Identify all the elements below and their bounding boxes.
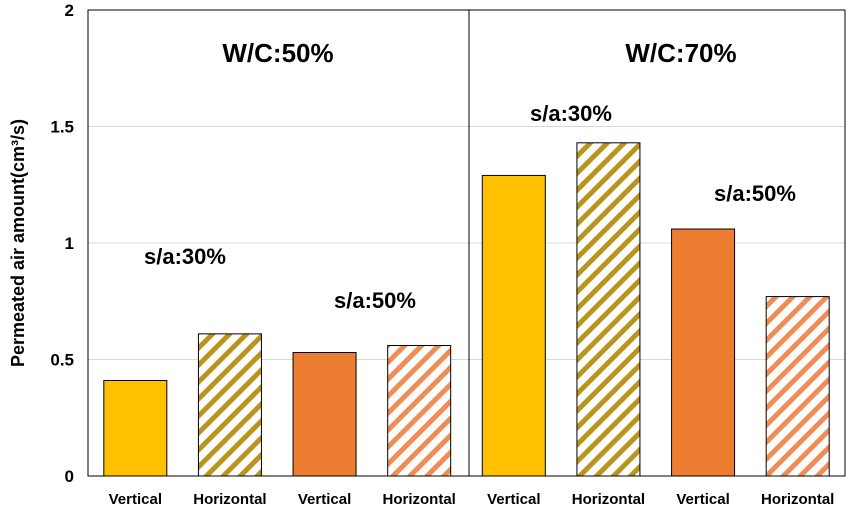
x-tick-label: Vertical — [487, 491, 540, 508]
x-tick-label: Horizontal — [383, 491, 456, 508]
x-tick-label: Vertical — [298, 491, 351, 508]
group-label: s/a:30% — [144, 244, 226, 269]
plot-frame — [87, 9, 846, 477]
plot-border — [87, 9, 846, 477]
y-tick-label: 1.5 — [50, 118, 74, 137]
x-tick-label: Horizontal — [761, 491, 834, 508]
bars — [103, 142, 830, 477]
group-label: s/a:30% — [530, 101, 612, 126]
bar — [765, 296, 830, 477]
panel-title: W/C:70% — [625, 38, 736, 68]
bar — [671, 228, 736, 477]
y-tick-label: 2 — [65, 1, 74, 20]
bar — [387, 345, 452, 477]
y-tick-label: 1 — [65, 234, 74, 253]
bar — [197, 333, 262, 477]
bar — [576, 142, 641, 477]
y-tick-label: 0 — [65, 467, 74, 486]
panel-title: W/C:50% — [222, 38, 333, 68]
x-axis-category-labels: Vertical Horizontal Vertical Horizontal Vert… — [109, 491, 835, 508]
x-tick-label: Horizontal — [572, 491, 645, 508]
x-tick-label: Horizontal — [193, 491, 266, 508]
bar — [292, 352, 357, 477]
bar — [103, 379, 168, 477]
y-axis-title: Permeated air amount(cm³/s) — [8, 119, 28, 367]
group-label: s/a:50% — [334, 288, 416, 313]
group-label: s/a:50% — [714, 181, 796, 206]
bar — [481, 174, 546, 477]
y-tick-label: 0.5 — [50, 351, 74, 370]
x-tick-label: Vertical — [676, 491, 729, 508]
x-tick-label: Vertical — [109, 491, 162, 508]
annotations: W/C:50% s/a:30% s/a:50% W/C:70% s/a:30% s/a:5… — [144, 38, 796, 313]
y-axis-ticks: 0 0.5 1 1.5 2 — [50, 1, 74, 486]
